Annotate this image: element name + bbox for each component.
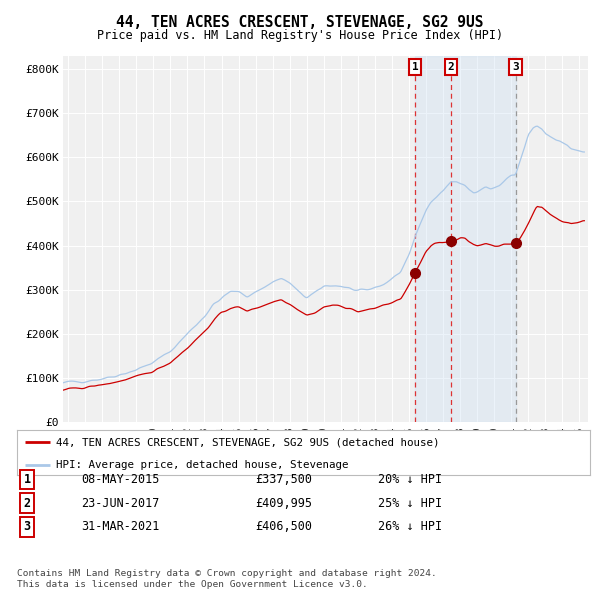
Text: 2: 2 — [23, 497, 31, 510]
Text: £406,500: £406,500 — [255, 520, 312, 533]
Bar — [415, 56, 515, 422]
Text: £409,995: £409,995 — [255, 497, 312, 510]
Text: Contains HM Land Registry data © Crown copyright and database right 2024.
This d: Contains HM Land Registry data © Crown c… — [17, 569, 437, 589]
Text: 31-MAR-2021: 31-MAR-2021 — [81, 520, 160, 533]
Text: 44, TEN ACRES CRESCENT, STEVENAGE, SG2 9US: 44, TEN ACRES CRESCENT, STEVENAGE, SG2 9… — [116, 15, 484, 30]
Text: 44, TEN ACRES CRESCENT, STEVENAGE, SG2 9US (detached house): 44, TEN ACRES CRESCENT, STEVENAGE, SG2 9… — [56, 437, 439, 447]
Text: 23-JUN-2017: 23-JUN-2017 — [81, 497, 160, 510]
Text: £337,500: £337,500 — [255, 473, 312, 486]
Text: HPI: Average price, detached house, Stevenage: HPI: Average price, detached house, Stev… — [56, 460, 348, 470]
Text: 3: 3 — [23, 520, 31, 533]
Text: 25% ↓ HPI: 25% ↓ HPI — [378, 497, 442, 510]
Text: 1: 1 — [412, 62, 419, 72]
Text: 26% ↓ HPI: 26% ↓ HPI — [378, 520, 442, 533]
Text: 3: 3 — [512, 62, 519, 72]
Text: 1: 1 — [23, 473, 31, 486]
Text: 2: 2 — [448, 62, 454, 72]
Text: Price paid vs. HM Land Registry's House Price Index (HPI): Price paid vs. HM Land Registry's House … — [97, 30, 503, 42]
Text: 20% ↓ HPI: 20% ↓ HPI — [378, 473, 442, 486]
Text: 08-MAY-2015: 08-MAY-2015 — [81, 473, 160, 486]
